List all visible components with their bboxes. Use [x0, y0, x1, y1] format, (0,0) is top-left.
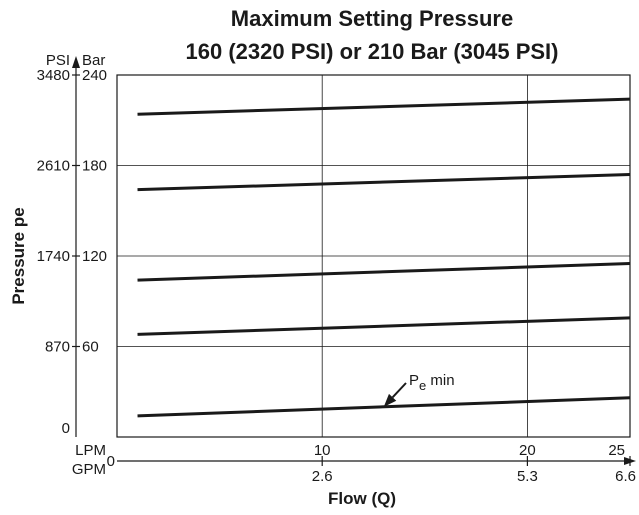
x-tick-labels: 10 2.6 20 5.3 25 6.6	[312, 442, 636, 485]
x-axis-title: Flow (Q)	[328, 489, 396, 508]
plot-frame-group	[116, 74, 631, 438]
y-tick-psi-4: 3480	[37, 67, 70, 84]
series-line-5	[137, 97, 631, 116]
x-tick-gpm-1: 5.3	[517, 468, 538, 485]
y-tick-labels: 0 870 60 1740 120 2610 180 3480 240	[37, 67, 107, 437]
annotation-p: P	[409, 372, 419, 389]
y-axis-title: Pressure pe	[9, 207, 28, 304]
chart-subtitle: 160 (2320 PSI) or 210 Bar (3045 PSI)	[186, 39, 559, 64]
y-tick-bar-2: 120	[82, 248, 107, 265]
series-line-1	[137, 396, 631, 418]
series-lines	[137, 97, 631, 418]
x-origin-label: 0	[107, 453, 115, 470]
x-tick-lpm-2: 25	[608, 442, 625, 459]
series-line-2	[137, 316, 631, 336]
y-tick-bar-1: 60	[82, 339, 99, 356]
series-line-3	[137, 262, 631, 282]
y-axis: PSI Bar 0 870 60 1740 120 2610 180 3480 240 Pres…	[9, 52, 107, 437]
annotation-subscript: e	[419, 378, 426, 393]
series-line-4	[137, 173, 631, 192]
y-tick-bar-4: 240	[82, 67, 107, 84]
y-axis-arrowhead	[72, 56, 80, 68]
y-tick-psi-2: 1740	[37, 248, 70, 265]
y-tick-psi-3: 2610	[37, 158, 70, 175]
chart-title: Maximum Setting Pressure	[231, 6, 513, 31]
annotation-suffix: min	[426, 372, 454, 389]
x-axis: LPM GPM 0 10 2.6 20 5.3 25 6.6 Flow (Q)	[72, 442, 636, 508]
pe-min-annotation: Pe min	[383, 372, 455, 407]
y-unit-bar-label: Bar	[82, 52, 105, 69]
x-tick-gpm-0: 2.6	[312, 468, 333, 485]
x-tick-lpm-0: 10	[314, 442, 331, 459]
annotation-arrowhead	[383, 393, 397, 407]
x-tick-gpm-2: 6.6	[615, 468, 636, 485]
annotation-arrow-line	[391, 382, 407, 399]
annotation-label: Pe min	[409, 372, 455, 393]
x-unit-gpm-label: GPM	[72, 461, 106, 478]
y-tick-psi-1: 870	[45, 339, 70, 356]
x-tick-lpm-1: 20	[519, 442, 536, 459]
y-tick-bar-3: 180	[82, 158, 107, 175]
x-unit-lpm-label: LPM	[75, 442, 106, 459]
y-tick-psi-0: 0	[62, 420, 70, 437]
grid-lines	[117, 75, 630, 437]
y-unit-psi-label: PSI	[46, 52, 70, 69]
